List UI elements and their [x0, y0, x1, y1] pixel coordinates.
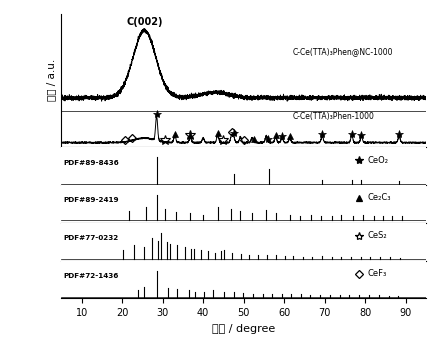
Text: CeO₂: CeO₂ [366, 156, 387, 164]
Text: PDF#89-8436: PDF#89-8436 [64, 160, 119, 166]
Y-axis label: 强度 / a.u.: 强度 / a.u. [46, 59, 56, 101]
Text: Ce₂C₃: Ce₂C₃ [366, 193, 390, 202]
Text: PDF#89-2419: PDF#89-2419 [64, 197, 119, 203]
X-axis label: 角度 / degree: 角度 / degree [212, 324, 275, 334]
Text: PDF#77-0232: PDF#77-0232 [64, 235, 118, 241]
Text: C(002): C(002) [126, 17, 162, 27]
Text: C-Ce(TTA)₃Phen@NC-1000: C-Ce(TTA)₃Phen@NC-1000 [292, 47, 392, 56]
Text: C-Ce(TTA)₃Phen-1000: C-Ce(TTA)₃Phen-1000 [292, 112, 373, 121]
Text: CeF₃: CeF₃ [366, 269, 385, 278]
Text: CeS₂: CeS₂ [366, 231, 386, 240]
Text: PDF#72-1436: PDF#72-1436 [64, 273, 119, 279]
